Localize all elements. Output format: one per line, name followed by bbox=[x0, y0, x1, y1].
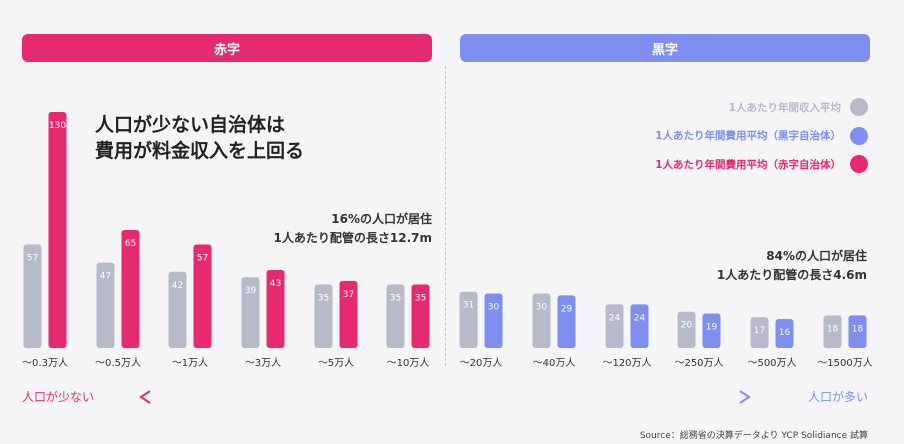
bar-cost-0 bbox=[48, 112, 67, 348]
deficit-annotation: 16%の人口が居住 1人あたり配管の長さ12.7m bbox=[274, 210, 432, 248]
bar-cost-2 bbox=[193, 244, 212, 348]
section-divider bbox=[445, 66, 446, 366]
data-label-cost-10: 16 bbox=[779, 328, 791, 338]
data-label-cost-4: 37 bbox=[343, 290, 354, 300]
data-label-cost-7: 29 bbox=[561, 304, 573, 314]
category-label-5: 〜10万人 bbox=[387, 357, 430, 369]
data-label-revenue-5: 35 bbox=[390, 293, 401, 303]
data-label-cost-5: 35 bbox=[415, 293, 426, 303]
data-label-revenue-4: 35 bbox=[318, 293, 329, 303]
population-arrow bbox=[139, 390, 751, 404]
category-label-2: 〜1万人 bbox=[172, 357, 208, 369]
bar-cost-5 bbox=[411, 284, 430, 348]
legend-dot-revenue bbox=[850, 98, 868, 116]
legend-dot-cost-deficit bbox=[850, 155, 868, 173]
data-label-revenue-7: 30 bbox=[536, 303, 548, 313]
deficit-banner: 赤字 bbox=[22, 34, 432, 62]
legend-item-revenue: 1人あたり年間収入平均 bbox=[655, 97, 868, 117]
legend: 1人あたり年間収入平均 1人あたり年間費用平均（黒字自治体） 1人あたり年間費用… bbox=[655, 97, 868, 183]
data-label-cost-8: 24 bbox=[634, 313, 646, 323]
bar-cost-10 bbox=[775, 318, 794, 348]
arrow-right-label: 人口が多い bbox=[807, 390, 868, 404]
bar-revenue-4 bbox=[314, 284, 333, 348]
data-label-revenue-0: 57 bbox=[27, 254, 38, 264]
headline-line-1: 人口が少ない自治体は bbox=[95, 114, 286, 136]
bar-revenue-7 bbox=[532, 293, 551, 348]
legend-label-cost-surplus: 1人あたり年間費用平均（黒字自治体） bbox=[655, 130, 841, 142]
data-label-revenue-9: 20 bbox=[681, 321, 693, 331]
legend-item-cost-deficit: 1人あたり年間費用平均（赤字自治体） bbox=[655, 154, 868, 174]
data-label-revenue-1: 47 bbox=[100, 272, 111, 282]
data-label-cost-2: 57 bbox=[197, 254, 208, 264]
data-label-revenue-3: 39 bbox=[245, 286, 257, 296]
surplus-annotation: 84%の人口が居住 1人あたり配管の長さ4.6m bbox=[717, 247, 867, 285]
headline: 人口が少ない自治体は 費用が料金収入を上回る bbox=[95, 112, 304, 164]
bar-revenue-9 bbox=[677, 311, 696, 348]
bar-revenue-8 bbox=[605, 304, 624, 348]
data-label-cost-11: 18 bbox=[852, 324, 864, 334]
category-label-4: 〜5万人 bbox=[318, 357, 354, 369]
bar-cost-7 bbox=[557, 295, 576, 348]
source-note: Source：総務省の決算データより YCP Solidiance 試算 bbox=[639, 431, 868, 441]
category-label-1: 〜0.5万人 bbox=[95, 357, 141, 369]
arrow-head-right bbox=[739, 390, 751, 404]
category-label-11: 〜1500万人 bbox=[817, 357, 872, 369]
category-label-0: 〜0.3万人 bbox=[22, 357, 68, 369]
deficit-annotation-line-2: 1人あたり配管の長さ12.7m bbox=[273, 231, 432, 245]
bar-revenue-5 bbox=[386, 284, 405, 348]
deficit-annotation-line-1: 16%の人口が居住 bbox=[331, 212, 432, 226]
category-label-8: 〜120万人 bbox=[602, 357, 651, 369]
data-label-revenue-11: 18 bbox=[827, 324, 839, 334]
category-label-9: 〜250万人 bbox=[674, 357, 723, 369]
bar-revenue-3 bbox=[241, 277, 260, 348]
bar-revenue-2 bbox=[168, 271, 187, 348]
bar-cost-11 bbox=[848, 315, 867, 348]
legend-item-cost-surplus: 1人あたり年間費用平均（黒字自治体） bbox=[655, 126, 868, 146]
bar-revenue-11 bbox=[823, 315, 842, 348]
data-label-cost-6: 30 bbox=[488, 303, 500, 313]
data-label-revenue-6: 31 bbox=[463, 301, 474, 311]
category-label-7: 〜40万人 bbox=[533, 357, 576, 369]
deficit-banner-label: 赤字 bbox=[213, 42, 240, 58]
headline-line-2: 費用が料金収入を上回る bbox=[95, 140, 305, 162]
surplus-banner: 黒字 bbox=[460, 34, 870, 62]
surplus-banner-label: 黒字 bbox=[651, 42, 678, 58]
legend-dot-cost-surplus bbox=[850, 126, 868, 145]
bar-revenue-0 bbox=[23, 244, 42, 348]
data-label-revenue-10: 17 bbox=[754, 326, 765, 336]
bar-revenue-1 bbox=[96, 262, 115, 348]
surplus-annotation-line-1: 84%の人口が居住 bbox=[766, 249, 867, 263]
legend-label-revenue: 1人あたり年間収入平均 bbox=[728, 101, 841, 114]
arrow-left-label: 人口が少ない bbox=[22, 390, 95, 404]
bar-cost-4 bbox=[339, 280, 358, 348]
bar-cost-8 bbox=[630, 304, 649, 348]
bar-cost-3 bbox=[266, 269, 285, 348]
bar-cost-1 bbox=[121, 230, 140, 348]
category-label-3: 〜3万人 bbox=[245, 357, 281, 369]
arrow-head-left bbox=[139, 390, 151, 404]
category-label-10: 〜500万人 bbox=[747, 357, 796, 369]
data-label-revenue-2: 42 bbox=[172, 281, 183, 291]
surplus-annotation-line-2: 1人あたり配管の長さ4.6m bbox=[716, 268, 867, 282]
bar-revenue-10 bbox=[750, 317, 769, 348]
bar-revenue-6 bbox=[459, 291, 478, 348]
data-label-cost-1: 65 bbox=[125, 239, 136, 249]
data-label-cost-3: 43 bbox=[270, 279, 281, 289]
bar-cost-9 bbox=[702, 313, 721, 348]
data-label-cost-9: 19 bbox=[706, 323, 718, 333]
legend-label-cost-deficit: 1人あたり年間費用平均（赤字自治体） bbox=[655, 158, 841, 171]
data-label-revenue-8: 24 bbox=[609, 313, 621, 323]
data-label-cost-0: 130 bbox=[49, 121, 66, 131]
bar-cost-6 bbox=[484, 293, 503, 348]
category-label-6: 〜20万人 bbox=[460, 357, 503, 369]
